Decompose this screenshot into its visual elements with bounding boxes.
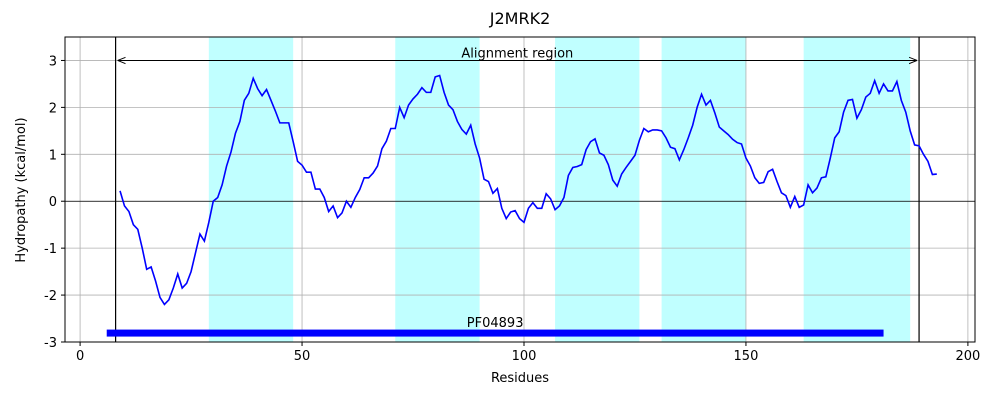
y-tick-label: 3 [49, 54, 57, 69]
x-tick-label: 100 [512, 349, 537, 364]
x-tick-label: 200 [955, 349, 980, 364]
domain-label: PF04893 [467, 316, 524, 331]
shaded-region [395, 37, 480, 342]
y-tick-label: 2 [49, 101, 57, 116]
y-tick-label: -3 [44, 336, 57, 351]
hydropathy-line [119, 74, 937, 306]
shaded-region [661, 37, 746, 342]
annotation-label: Alignment region [461, 46, 573, 61]
x-tick-label: 50 [294, 349, 311, 364]
y-tick-label: -2 [44, 289, 57, 304]
domain-bar [106, 329, 884, 337]
chart-title: J2MRK2 [489, 9, 551, 28]
x-axis-label: Residues [491, 371, 549, 386]
y-axis-label: Hydropathy (kcal/mol) [14, 117, 29, 262]
y-tick-label: -1 [44, 242, 57, 257]
y-tick-label: 1 [49, 148, 57, 163]
shaded-region [555, 37, 640, 342]
plot-frame [64, 36, 976, 343]
x-tick-label: 0 [76, 349, 84, 364]
y-tick-label: 0 [49, 195, 57, 210]
x-tick-label: 150 [734, 349, 759, 364]
shaded-region [803, 37, 911, 342]
shaded-region [208, 37, 294, 342]
